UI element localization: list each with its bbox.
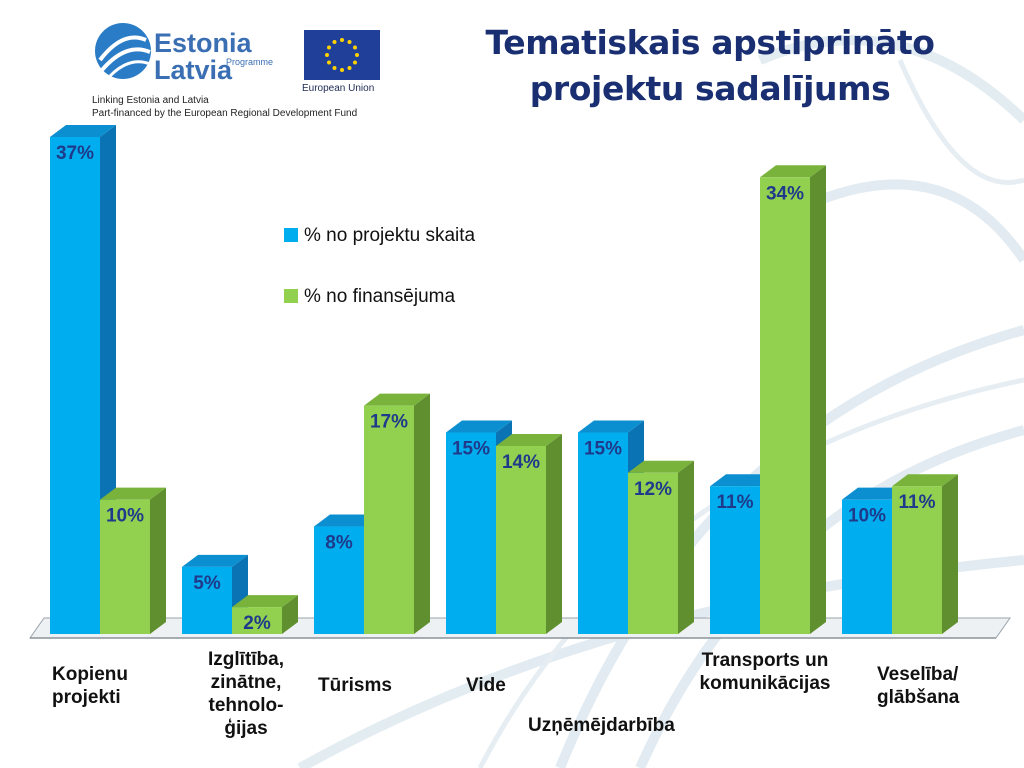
category-label-line: Vide	[466, 675, 506, 696]
eu-flag-icon	[304, 30, 380, 80]
bar-top-1-1	[50, 125, 116, 137]
globe-icon	[95, 23, 151, 79]
bar-series-2-2	[232, 607, 282, 634]
bar-side-2-1	[150, 487, 166, 634]
bar-series-1-7	[842, 499, 892, 634]
category-label-line: Transports un	[701, 650, 829, 671]
bar-top-1-7	[842, 487, 908, 500]
category-label: Vide	[466, 674, 506, 697]
bar-top-2-1	[100, 487, 166, 500]
bar-series-2-6	[760, 177, 810, 634]
bar-top-1-6	[710, 474, 776, 487]
bar-side-2-3	[414, 393, 430, 634]
category-label: Veselība/glābšana	[877, 663, 959, 709]
data-label-2-2: 2%	[243, 613, 271, 634]
bar-top-2-6	[760, 165, 826, 178]
category-label-line: Veselība/	[877, 664, 959, 685]
category-label-line: ģijas	[224, 718, 268, 739]
data-label-1-7: 10%	[848, 506, 886, 527]
data-label-2-6: 34%	[766, 183, 804, 204]
category-label: Tūrisms	[318, 674, 392, 697]
bar-side-2-2	[282, 595, 298, 634]
page-title: Tematiskais apstiprināto projektu sadalīj…	[485, 23, 935, 108]
bar-series-1-5	[578, 432, 628, 634]
bar-series-2-3	[364, 405, 414, 634]
category-label-line: Kopienu	[52, 664, 128, 685]
bar-series-1-6	[710, 486, 760, 634]
logo-word-estonia: Estonia	[154, 28, 252, 58]
category-label-line: Tūrisms	[318, 675, 392, 696]
data-label-1-1: 37%	[56, 143, 94, 164]
bar-series-1-4	[446, 432, 496, 634]
bar-side-2-7	[942, 474, 958, 634]
data-label-1-4: 15%	[452, 439, 490, 460]
programme-logo: Estonia Latvia Programme	[84, 20, 404, 120]
legend-item-series-2: % no finansējuma	[284, 286, 455, 308]
logo-tagline-1: Linking Estonia and Latvia	[92, 95, 209, 106]
bar-side-2-4	[546, 433, 562, 634]
data-label-1-5: 15%	[584, 439, 622, 460]
category-label-line: Izglītība,	[208, 649, 284, 670]
bar-series-2-7	[892, 486, 942, 634]
data-label-2-7: 11%	[899, 492, 936, 513]
category-label-line: komunikācijas	[699, 673, 831, 694]
bar-top-2-3	[364, 393, 430, 406]
legend-swatch-blue	[284, 228, 298, 242]
category-label-line: tehnolo-	[208, 695, 284, 716]
bar-series-2-5	[628, 472, 678, 634]
logo-programme: Programme	[226, 57, 274, 67]
bar-series-1-2	[182, 566, 232, 634]
legend-swatch-green	[284, 289, 298, 303]
category-label: Uzņēmējdarbība	[528, 714, 675, 737]
logo-tagline-2: Part-financed by the European Regional D…	[92, 108, 358, 119]
bar-series-2-1	[100, 499, 150, 634]
bar-side-2-5	[678, 460, 694, 634]
data-label-2-5: 12%	[634, 479, 672, 500]
bar-series-1-3	[314, 526, 364, 634]
category-label: Kopienu projekti	[52, 663, 128, 709]
bar-top-1-5	[578, 420, 644, 433]
bar-top-1-2	[182, 554, 248, 567]
eu-caption: European Union	[302, 83, 375, 94]
data-label-2-4: 14%	[502, 452, 540, 473]
legend-item-series-1: % no projektu skaita	[284, 225, 475, 247]
bar-top-1-4	[446, 420, 512, 433]
bar-top-1-3	[314, 514, 380, 527]
category-label: Transports un komunikācijas	[675, 649, 855, 695]
data-label-1-2: 5%	[193, 573, 221, 594]
bar-top-2-5	[628, 460, 694, 473]
data-label-1-3: 8%	[325, 533, 353, 554]
category-label-line: glābšana	[877, 687, 960, 708]
logo-word-latvia: Latvia	[154, 55, 233, 85]
category-label-line: Uzņēmējdarbība	[528, 715, 675, 736]
bar-series-2-4	[496, 445, 546, 634]
category-label: Izglītība, zinātne, tehnolo-ģijas	[186, 648, 306, 740]
bar-series-1-1	[50, 137, 100, 634]
data-label-2-1: 10%	[106, 506, 144, 527]
data-label-1-6: 11%	[717, 492, 754, 513]
legend-label-series-1: % no projektu skaita	[304, 225, 476, 246]
data-label-2-3: 17%	[370, 412, 408, 433]
bar-top-2-2	[232, 595, 298, 608]
bar-top-2-7	[892, 474, 958, 487]
legend-label-series-2: % no finansējuma	[304, 286, 456, 307]
category-label-line: zinātne,	[210, 672, 282, 693]
bar-top-2-4	[496, 433, 562, 446]
bar-side-2-6	[810, 165, 826, 634]
category-label-line: projekti	[52, 687, 121, 708]
